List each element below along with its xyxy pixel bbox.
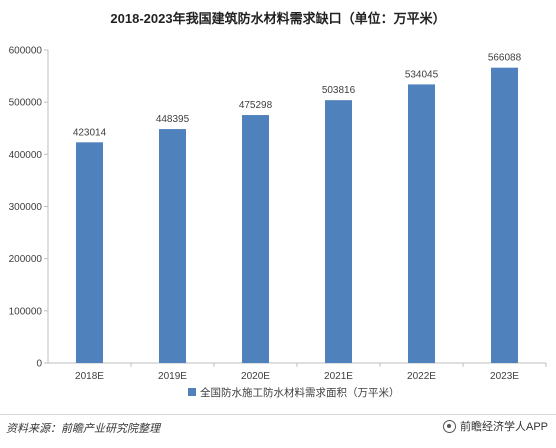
y-tick-label: 400000 [9,150,43,161]
data-label: 503816 [322,85,356,96]
y-tick-label: 500000 [9,98,43,109]
y-tick-label: 200000 [9,254,43,265]
x-tick-label: 2022E [407,371,436,382]
bar [159,129,186,363]
brand-logo-icon [442,419,456,433]
brand-name: 前瞻经济学人APP [459,421,548,433]
data-label: 448395 [156,114,190,125]
source-note: 资料来源：前瞻产业研究院整理 [6,423,160,435]
legend-swatch [188,388,196,396]
x-tick-label: 2019E [158,371,187,382]
bar [408,84,435,363]
legend-label: 全国防水施工防水材料需求面积（万平米） [200,386,400,399]
data-label: 534045 [405,69,439,80]
bar [242,115,269,363]
chart-title: 2018-2023年我国建筑防水材料需求缺口（单位：万平米） [110,11,446,26]
y-tick-label: 0 [36,359,42,370]
data-label: 423014 [73,127,107,138]
y-tick-label: 300000 [9,202,43,213]
footer-divider [0,414,556,415]
bar [76,142,103,363]
data-label: 566088 [488,53,522,64]
x-tick-label: 2020E [241,371,270,382]
y-tick-label: 600000 [9,46,43,57]
x-tick-label: 2018E [75,371,104,382]
bar [325,100,352,363]
bar [491,67,518,363]
x-tick-label: 2023E [490,371,519,382]
brand-tag: 前瞻经济学人APP [442,418,548,434]
x-tick-label: 2021E [324,371,353,382]
y-tick-label: 100000 [9,306,43,317]
data-label: 475298 [239,100,273,111]
